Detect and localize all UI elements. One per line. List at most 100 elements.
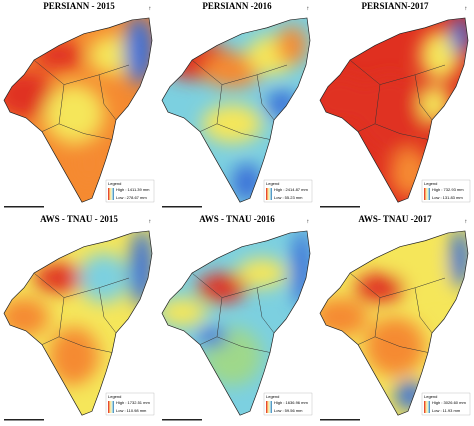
legend-high: High : 2414.87 mm: [274, 187, 308, 192]
legend-low: Low : 59.56 mm: [274, 408, 303, 413]
rainfall-surface: [4, 17, 152, 203]
surface-blobs: [162, 230, 310, 386]
panel-title: PERSIANN -2016: [202, 1, 272, 11]
legend-ramp: [266, 401, 272, 413]
rainfall-surface: [4, 230, 152, 416]
map: ↑: [319, 6, 469, 203]
rain-zone: [197, 273, 247, 303]
legend-title: Legend: [266, 394, 279, 399]
panel-title: PERSIANN - 2015: [43, 1, 115, 11]
legend-low: Low : 278.67 mm: [116, 195, 147, 200]
zone-boundaries: [33, 272, 130, 353]
legend-box: [263, 179, 313, 203]
rain-zone: [49, 327, 99, 386]
rain-zone: [292, 230, 310, 308]
legend-box: [105, 392, 155, 416]
rainfall-surface: [162, 230, 310, 416]
legend-high: High : 1636.96 mm: [274, 400, 308, 405]
scale-bar: [162, 206, 202, 208]
scale-bar: [4, 206, 44, 208]
panel-title: AWS - TNAU - 2015: [40, 214, 118, 224]
rain-zone: [202, 52, 262, 88]
map: ↑: [161, 6, 311, 203]
legend-low: Low : 110.98 mm: [116, 408, 147, 413]
north-arrow: ↑: [465, 219, 468, 225]
rain-zone: [162, 297, 207, 328]
legend-title: Legend: [108, 394, 121, 399]
rain-zone: [44, 84, 104, 144]
legend-ramp: [424, 188, 430, 200]
map: ↑: [161, 219, 311, 416]
scale-bar: [320, 206, 360, 208]
rain-zone: [320, 297, 368, 337]
rain-zone: [34, 263, 84, 293]
map: ↑: [3, 6, 153, 203]
rain-zone: [69, 138, 109, 188]
rainfall-surface: [320, 230, 468, 416]
north-arrow: ↑: [307, 219, 310, 225]
panel-title: PERSIANN-2017: [361, 1, 429, 11]
surface-blobs: [4, 17, 152, 188]
legend-title: Legend: [266, 181, 279, 186]
zone-boundaries: [349, 59, 446, 140]
rain-zone: [267, 89, 297, 119]
legend-low: Low : 131.83 mm: [432, 195, 463, 200]
zone-boundaries: [349, 272, 446, 353]
legend-ramp: [424, 401, 430, 413]
rain-zone: [355, 74, 425, 154]
map: ↑: [319, 219, 469, 416]
rain-zone: [420, 30, 460, 80]
rain-zone: [79, 253, 129, 303]
north-arrow: ↑: [149, 6, 152, 12]
legend-ramp: [108, 401, 114, 413]
rain-zone: [34, 40, 84, 70]
scale-bar: [4, 419, 44, 421]
legend-low: Low : 55.23 mm: [274, 195, 303, 200]
zone-boundaries: [33, 59, 130, 140]
map: ↑: [3, 219, 153, 416]
legend-title: Legend: [424, 181, 437, 186]
legend-high: High : 3026.60 mm: [432, 400, 466, 405]
rain-zone: [355, 273, 405, 303]
legend-title: Legend: [424, 394, 437, 399]
legend-high: High : 1411.39 mm: [116, 187, 150, 192]
legend-high: High : 732.93 mm: [432, 187, 464, 192]
legend-high: High : 1732.51 mm: [116, 400, 150, 405]
rain-zone: [202, 104, 262, 144]
panel-title: AWS - TNAU -2016: [199, 214, 275, 224]
legend-title: Legend: [108, 181, 121, 186]
zone-boundaries: [191, 272, 288, 353]
rain-zone: [450, 17, 468, 56]
scale-bar: [162, 419, 202, 421]
rain-zone: [365, 317, 425, 376]
north-arrow: ↑: [307, 6, 310, 12]
rainfall-surface: [162, 17, 310, 203]
north-arrow: ↑: [465, 6, 468, 12]
legend-ramp: [266, 188, 272, 200]
legend-box: [263, 392, 313, 416]
rain-zone: [395, 248, 445, 288]
north-arrow: ↑: [149, 219, 152, 225]
rain-zone: [277, 25, 307, 65]
rainfall-surface: [320, 17, 468, 203]
scale-bar: [320, 419, 360, 421]
legend-ramp: [108, 188, 114, 200]
panel-title: AWS- TNAU -2017: [358, 214, 432, 224]
legend-low: Low : 11.93 mm: [432, 408, 461, 413]
rain-zone: [124, 17, 152, 85]
legend-box: [105, 179, 155, 203]
rain-zone: [237, 258, 287, 288]
legend-box: [421, 392, 471, 416]
